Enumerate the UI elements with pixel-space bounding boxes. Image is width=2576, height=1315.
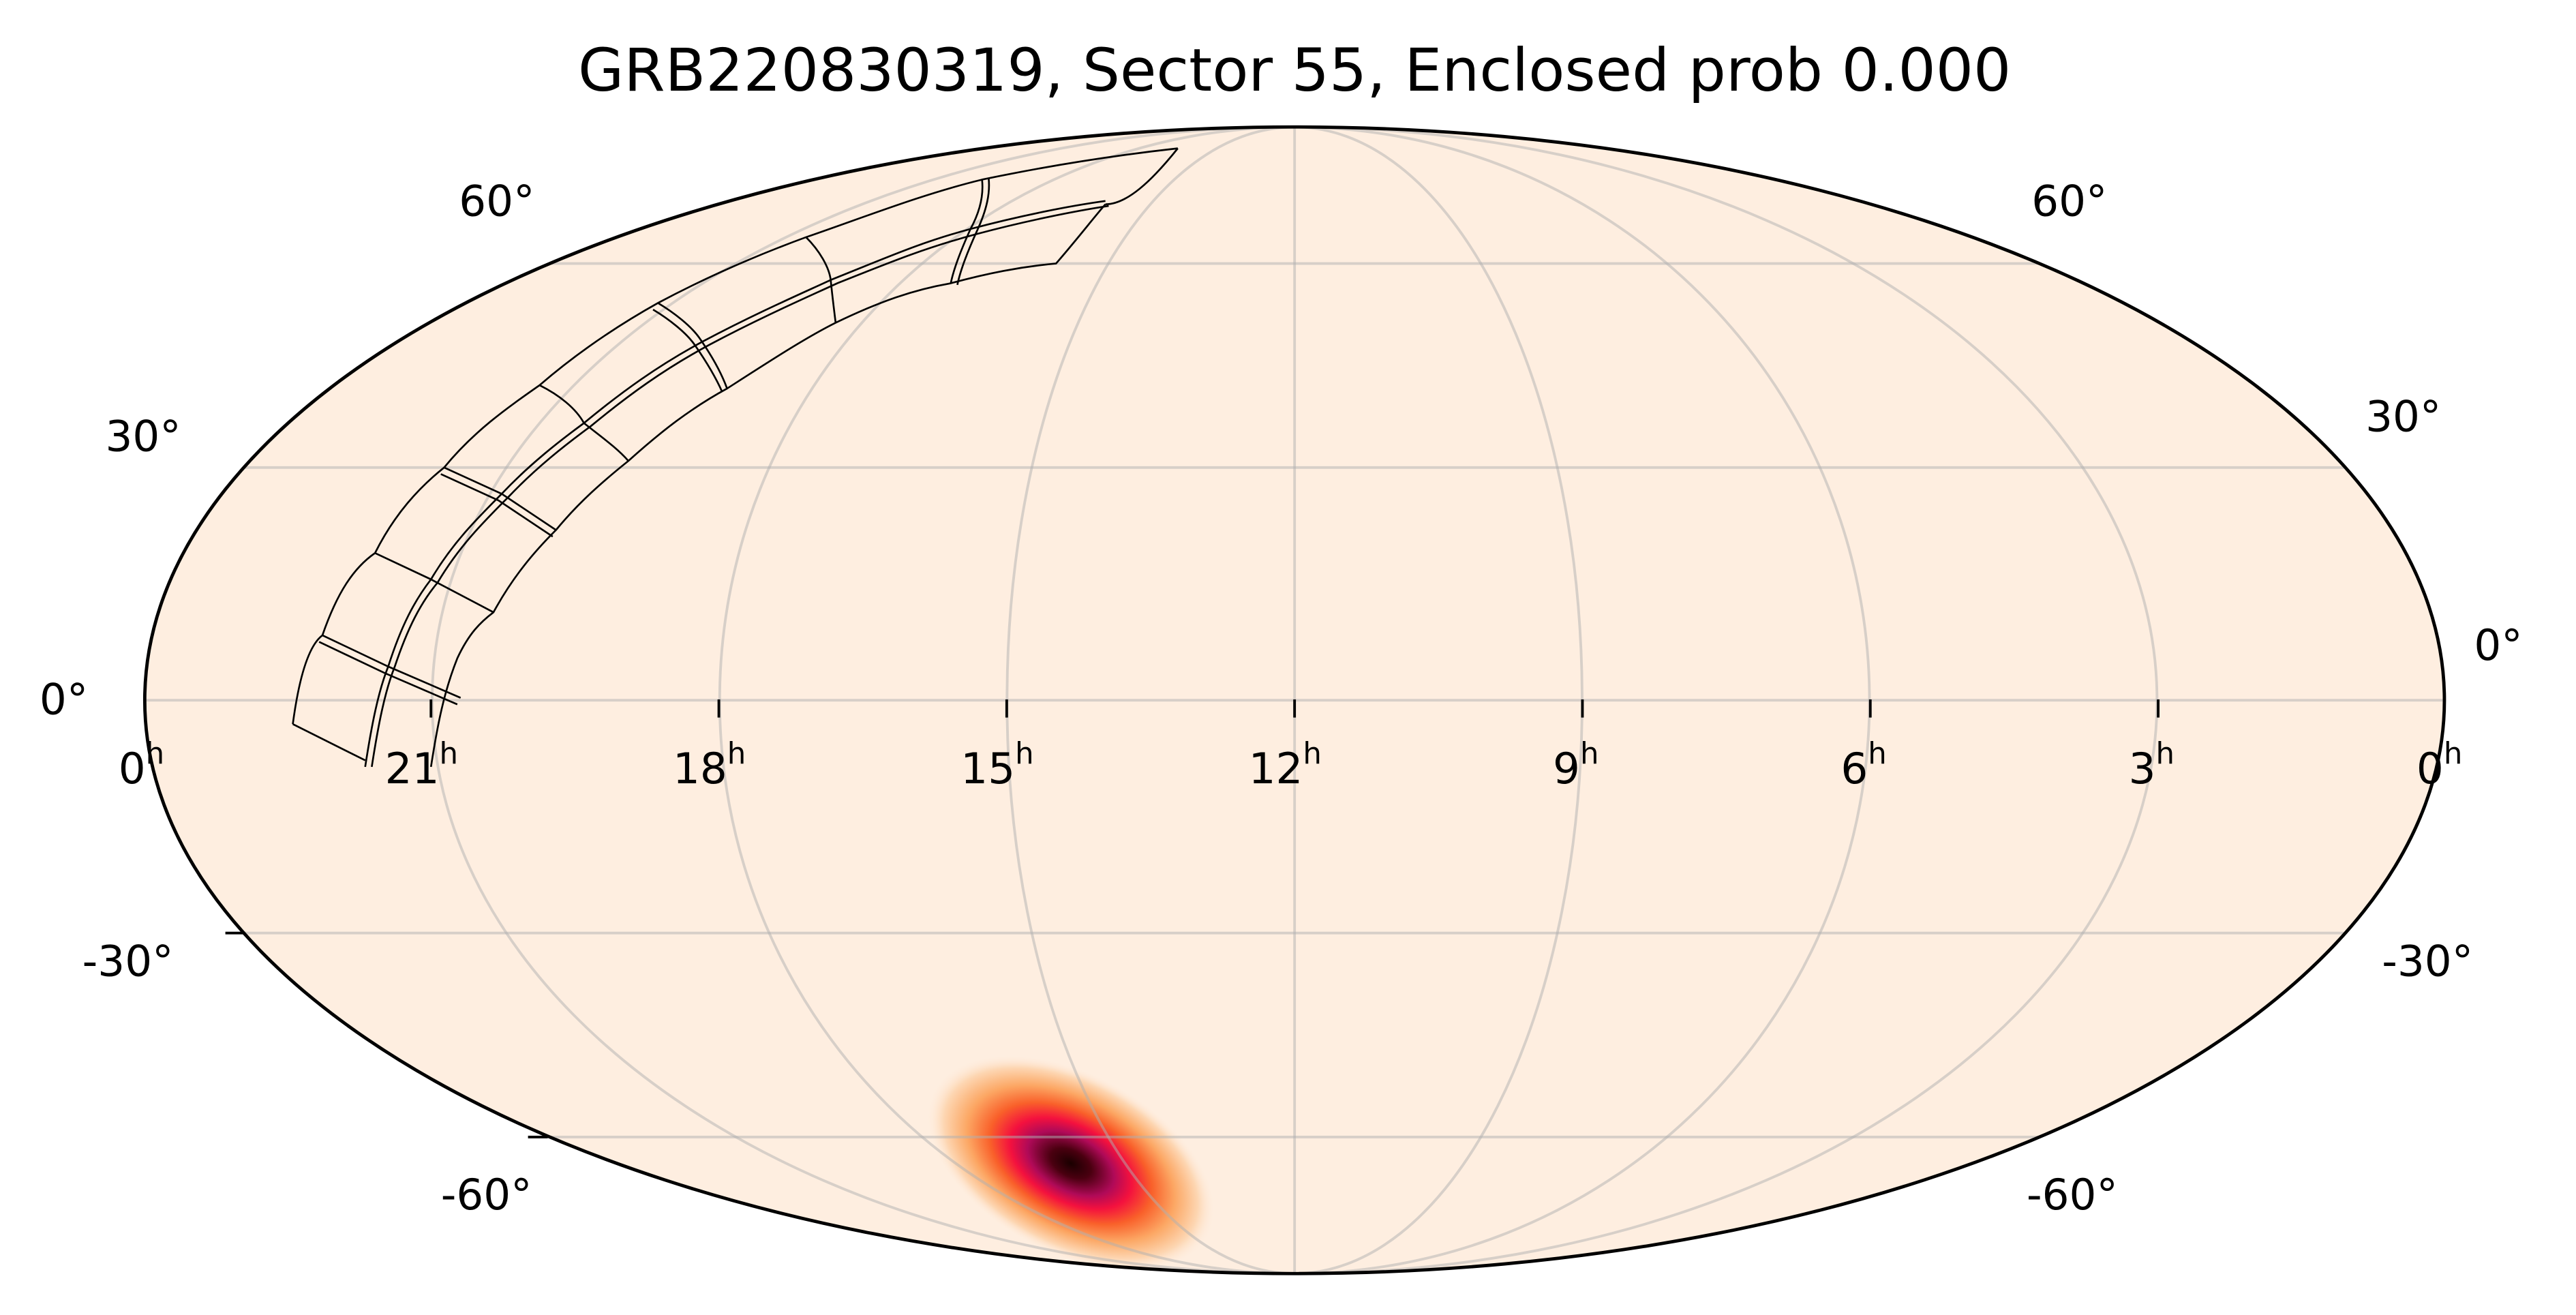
ytick-right-m60: -60° bbox=[2027, 1170, 2118, 1220]
ytick-right-60: 60° bbox=[2031, 177, 2107, 226]
ytick-left-0: 0° bbox=[40, 675, 88, 725]
sector-footprint bbox=[292, 147, 1179, 768]
xtick-21h: 21h bbox=[385, 737, 458, 793]
xtick-9h: 9h bbox=[1553, 737, 1598, 793]
xtick-15h: 15h bbox=[960, 737, 1033, 793]
xtick-18h: 18h bbox=[673, 737, 746, 793]
footprint-mid-edge bbox=[364, 200, 1106, 768]
ytick-right-0: 0° bbox=[2474, 620, 2522, 670]
ytick-left-m60: -60° bbox=[441, 1170, 532, 1220]
ytick-left-60: 60° bbox=[459, 177, 534, 226]
xtick-6h: 6h bbox=[1840, 737, 1886, 793]
y-tick-marks bbox=[225, 931, 548, 1138]
xtick-0h-left: 0h bbox=[119, 737, 164, 793]
xtick-0h-right: 0h bbox=[2416, 737, 2462, 793]
x-tick-marks bbox=[429, 699, 2160, 718]
ytick-left-m30: -30° bbox=[82, 936, 174, 986]
footprint-inner-edge bbox=[429, 203, 1106, 768]
probability-hotspot bbox=[926, 1055, 1215, 1272]
x-tick-labels: 0h 21h 18h 15h 12h 9h 6h 3h 0h bbox=[119, 737, 2463, 793]
y-tick-labels-right: 60° 30° 0° -30° -60° bbox=[2027, 177, 2523, 1220]
xtick-3h: 3h bbox=[2129, 737, 2175, 793]
ytick-left-30: 30° bbox=[105, 412, 181, 462]
chart-title: GRB220830319, Sector 55, Enclosed prob 0… bbox=[578, 36, 2011, 105]
sky-border bbox=[142, 125, 2446, 1275]
ytick-right-m30: -30° bbox=[2382, 936, 2473, 986]
y-tick-labels-left: 60° 30° 0° -30° -60° bbox=[40, 177, 535, 1220]
footprint-outer-edge bbox=[292, 147, 1178, 725]
ytick-right-30: 30° bbox=[2365, 392, 2441, 442]
xtick-12h: 12h bbox=[1249, 737, 1322, 793]
